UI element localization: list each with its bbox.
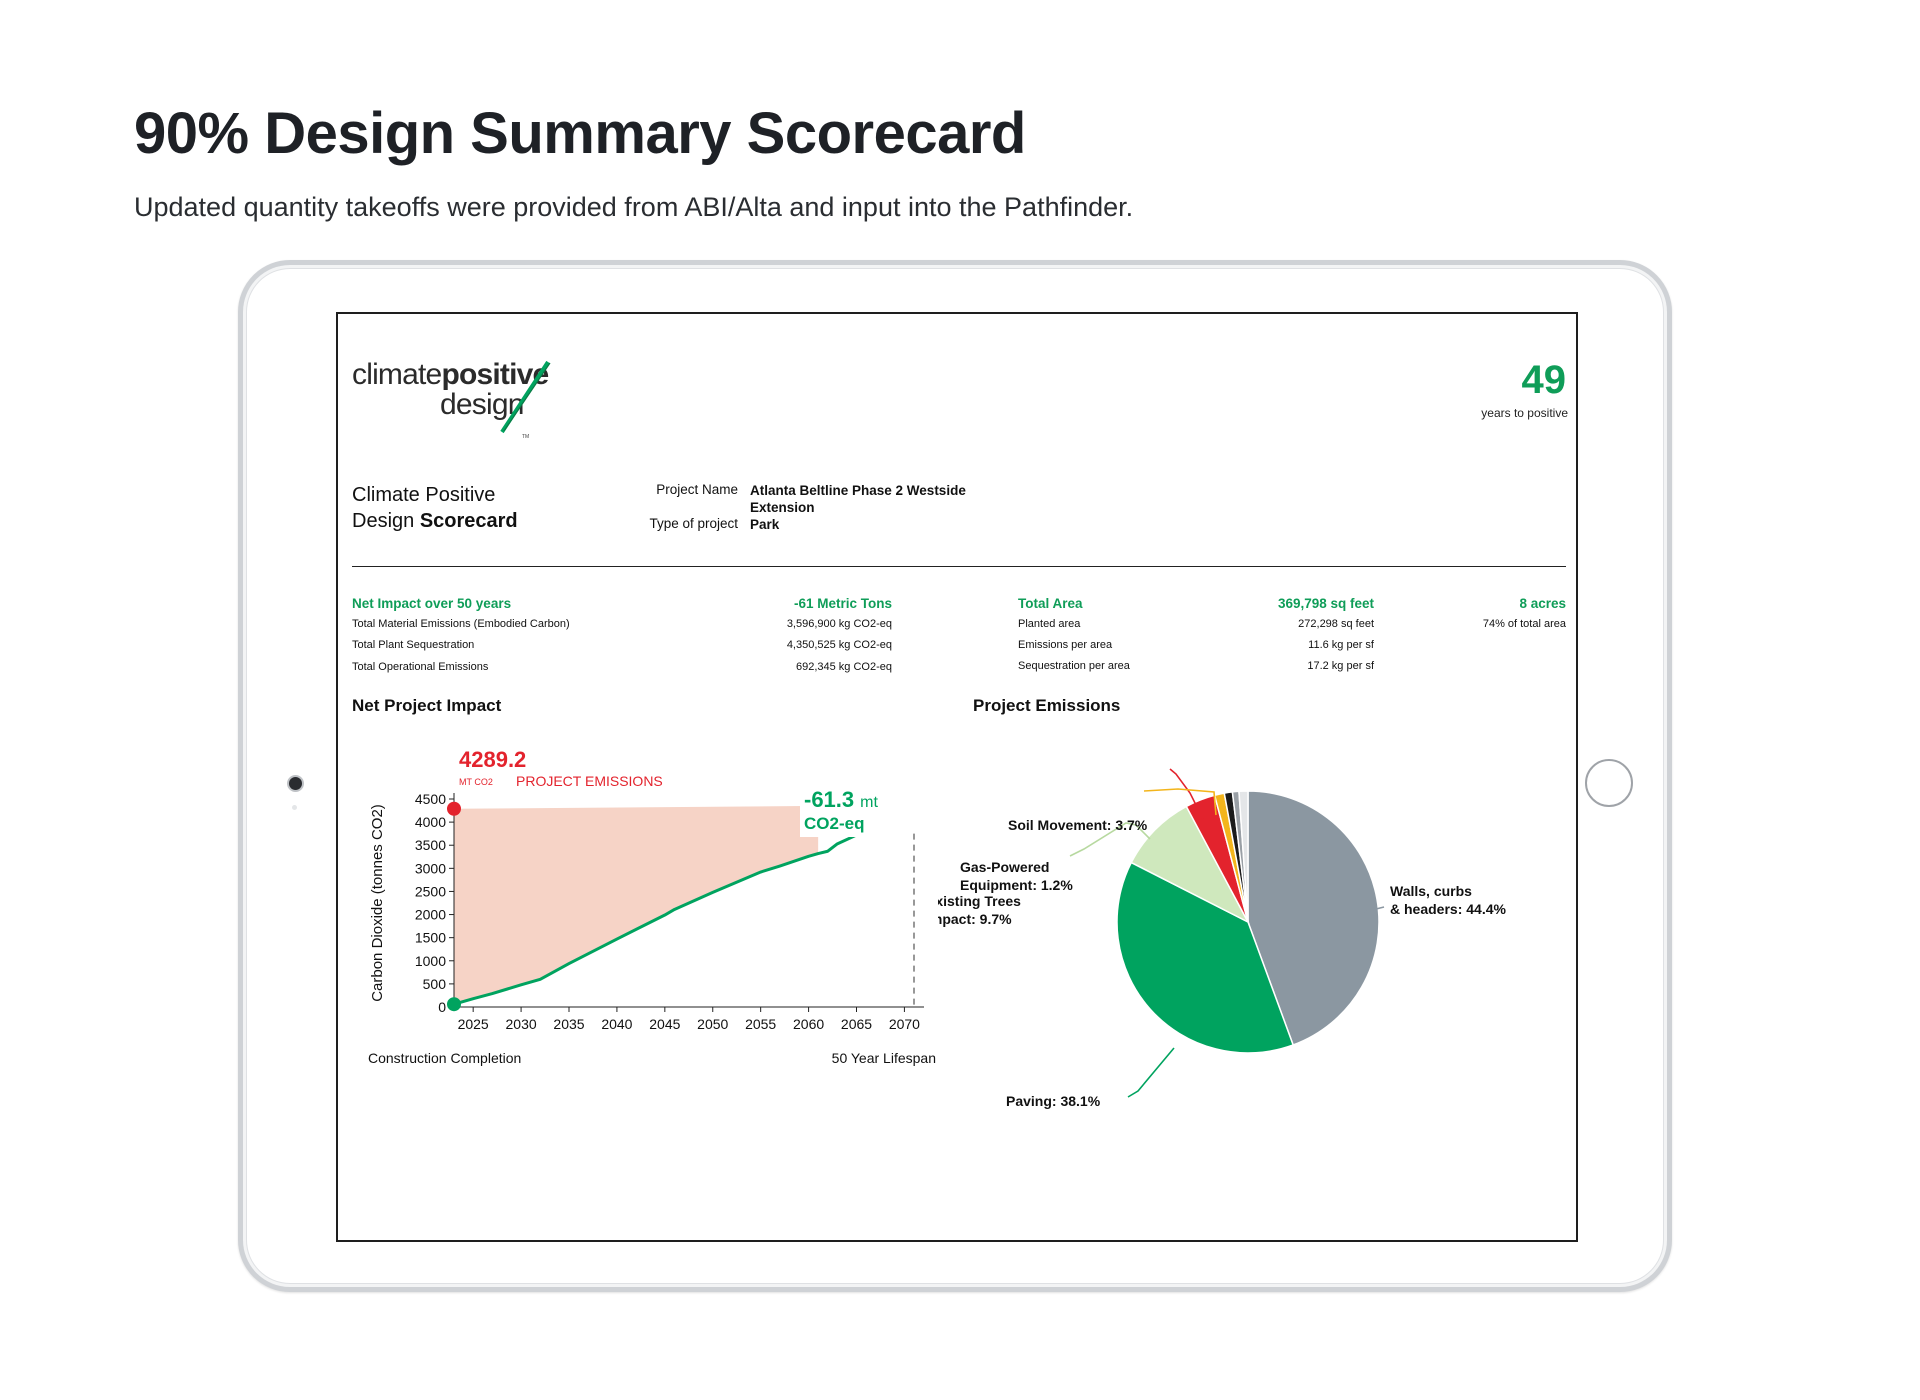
project-type-value: Park [750,517,780,532]
construction-completion-label: Construction Completion [368,1050,521,1066]
net-project-impact-chart: 0 500 1000 1500 2000 2500 3000 3500 4000 4500 2025… [368,747,936,1066]
y-tick-label: 4500 [415,791,446,807]
start-value-label: 4289.2 [459,747,526,772]
project-name-value: Atlanta Beltline Phase 2 Westside Extens… [750,483,966,515]
start-unit-label: MT CO2 [459,777,493,787]
pie-slice-label: Existing TreesImpact: 9.7% [938,893,1021,927]
sequestration-per-area-value: 17.2 kg per sf [1307,660,1374,672]
end-label-background [800,785,910,837]
pie-leader-line [1143,788,1217,816]
scorecard-title-line1: Climate Positive [352,484,496,506]
y-tick-label: 2500 [415,883,446,899]
total-area-label: Total Area [1018,596,1083,611]
pie-slice-label: Soil Movement: 3.7% [1008,817,1148,833]
scorecard-title-line2: Design [352,510,420,532]
y-tick-label: 4000 [415,814,446,830]
y-tick-label: 3000 [415,860,446,876]
y-tick-label: 2000 [415,907,446,923]
x-tick-label: 2060 [793,1016,824,1032]
pie-slice [1247,790,1380,1046]
x-tick-label: 2070 [889,1016,920,1032]
scorecard-title: Climate Positive Design Scorecard [352,482,518,534]
planted-area-label: Planted area [1018,618,1081,630]
material-emissions-label: Total Material Emissions (Embodied Carbo… [352,618,570,630]
logo-word-climate: climate [352,358,442,391]
project-emissions-area [454,805,819,1005]
y-tick-label: 1000 [415,953,446,969]
y-tick-label: 1500 [415,930,446,946]
home-button[interactable] [1585,759,1633,807]
total-area-value: 369,798 sq feet [1277,596,1374,611]
x-tick-label: 2065 [841,1016,872,1032]
operational-emissions-value: 692,345 kg CO2-eq [795,661,892,673]
y-tick-label: 500 [423,976,447,992]
y-tick-label: 3500 [415,837,446,853]
x-tick-label: 2045 [649,1016,680,1032]
lifespan-label: 50 Year Lifespan [832,1050,936,1066]
x-tick-label: 2040 [601,1016,632,1032]
logo-slash-edge [503,362,551,432]
sequestration-per-area-label: Sequestration per area [1018,660,1130,672]
x-tick-label: 2050 [697,1016,728,1032]
scorecard-screen: climatepositive design TM 49 years to po… [336,312,1578,1242]
pie-slice-label: Gas-Powered Equipment: 1.2% [960,859,1073,893]
sensor-icon [292,805,297,810]
total-acres: 8 acres [1519,596,1566,611]
project-emissions-chart: Walls, curbs & headers: 44.4% Paving: 38.1… [938,768,1506,1109]
project-emissions-title: Project Emissions [973,696,1121,715]
pie-slice [1130,805,1250,924]
x-tick-label: 2025 [458,1016,489,1032]
pie-leader-line [1169,768,1204,820]
x-tick-label: 2055 [745,1016,776,1032]
x-tick-label: 2030 [506,1016,537,1032]
pie-slice [1116,861,1295,1054]
page-subtitle: Updated quantity takeoffs were provided … [134,192,1134,222]
years-to-positive-number: 49 [1521,358,1567,402]
emissions-per-area-label: Emissions per area [1018,639,1113,651]
svg-text:climatepositive: climatepositive [352,358,549,391]
net-project-impact-title: Net Project Impact [352,696,502,715]
pie-leader-line [1363,906,1385,913]
plant-sequestration-label: Total Plant Sequestration [352,639,475,651]
project-name-label: Project Name [656,482,738,497]
net-impact-value: -61 Metric Tons [793,596,892,611]
project-type-label: Type of project [649,516,738,531]
x-tick-label: 2035 [553,1016,584,1032]
y-tick-label: 0 [438,999,446,1015]
pie-leader-line [1069,822,1151,857]
pie-slice-label: Walls, curbs & headers: 44.4% [1390,883,1506,917]
camera-icon [287,775,304,792]
logo-tm: TM [522,434,529,440]
scorecard-title-bold: Scorecard [419,510,518,532]
emissions-start-point [447,801,461,816]
material-emissions-value: 3,596,900 kg CO2-eq [786,618,892,630]
planted-area-percent: 74% of total area [1482,618,1566,630]
y-axis-label: Carbon Dioxide (tonnes CO2) [369,804,386,1002]
net-impact-label: Net Impact over 50 years [352,596,512,611]
sequestration-line [453,830,867,1006]
pie-slice-label: Paving: 38.1% [1006,1093,1101,1109]
pie-slice [1238,790,1249,923]
end-value-label: -61.3 mt [804,787,878,812]
years-to-positive-label: years to positive [1481,406,1568,420]
emissions-per-area-value: 11.6 kg per sf [1308,639,1374,651]
end-unit-label: CO2-eq [804,814,864,833]
project-emissions-label: PROJECT EMISSIONS [516,773,663,789]
sequestration-start-point [447,997,461,1012]
pie-leader-line [1127,1047,1175,1098]
logo-slash [500,360,550,434]
divider [352,566,1566,567]
operational-emissions-label: Total Operational Emissions [352,661,489,673]
planted-area-value: 272,298 sq feet [1298,618,1374,630]
climate-positive-design-logo: climatepositive design TM [352,358,551,440]
page-title: 90% Design Summary Scorecard [134,101,1026,166]
plant-sequestration-value: 4,350,525 kg CO2-eq [786,639,892,651]
logo-word-design: design [440,388,524,421]
